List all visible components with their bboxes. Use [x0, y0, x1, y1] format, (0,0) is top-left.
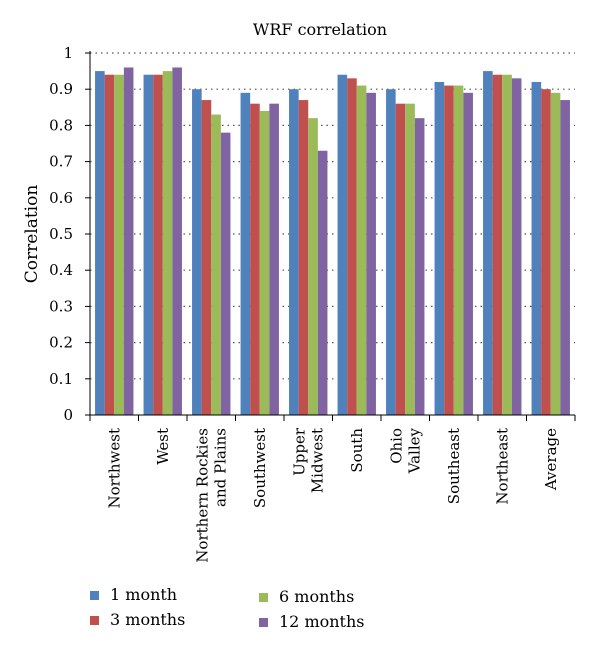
y-tick-label: 0.6 [49, 189, 73, 207]
bar [414, 118, 425, 415]
x-category-label-line: Northeast [493, 428, 511, 505]
bar [269, 103, 279, 416]
bar [483, 71, 493, 415]
y-tick-label: 0.4 [49, 261, 73, 279]
x-category-label-line: and Plains [211, 428, 229, 507]
y-tick-labels: 0 0.1 0.2 0.3 0.4 0.5 0.6 0.7 0.8 0.9 1 [49, 44, 73, 424]
x-category-label: Northeast [493, 428, 511, 505]
legend-label: 6 months [279, 587, 354, 606]
x-category-label-line: South [348, 428, 366, 473]
y-tick-label: 0.5 [49, 225, 73, 243]
x-category-label-line: Southwest [251, 428, 269, 508]
y-axis-label: Correlation [22, 185, 42, 284]
bar [220, 132, 231, 415]
y-tick-label: 1 [63, 44, 73, 62]
gridlines [90, 52, 575, 380]
bar [259, 110, 270, 416]
chart-title: WRF correlation [253, 20, 387, 39]
legend-label: 3 months [110, 610, 185, 629]
bar [308, 118, 318, 415]
x-category-label: Upper Midwest [290, 427, 326, 493]
bar [211, 114, 221, 415]
x-category-label-line: Upper [290, 427, 308, 476]
x-category-label-line: Northwest [105, 428, 123, 508]
bar [201, 100, 212, 415]
bar [502, 74, 512, 415]
bar [162, 71, 173, 415]
x-category-label: Northern Rockies and Plains [193, 428, 229, 563]
bar [541, 89, 551, 415]
bar [104, 74, 115, 415]
legend-swatch [90, 591, 99, 600]
y-tick-label: 0.3 [49, 297, 73, 315]
x-category-label-line: Valley [405, 427, 423, 474]
x-category-label: Northwest [105, 428, 123, 508]
y-tick-label: 0 [63, 406, 73, 424]
bar [531, 81, 542, 416]
bar [250, 103, 260, 416]
x-category-label-line: Ohio [387, 428, 405, 464]
bar [395, 103, 406, 416]
bar [298, 100, 309, 415]
bar [405, 103, 415, 416]
bar [337, 74, 348, 415]
x-category-label: West [154, 428, 172, 465]
bar [560, 100, 570, 415]
bar [366, 92, 376, 415]
y-tick-label: 0.7 [49, 153, 73, 171]
x-category-label: Southwest [251, 428, 269, 508]
legend-swatch [259, 618, 268, 627]
x-category-label-line: Southeast [445, 428, 463, 504]
bar [511, 78, 522, 415]
bar [153, 74, 163, 415]
x-category-label: South [348, 428, 366, 473]
bar [386, 89, 396, 415]
bar [240, 92, 251, 415]
legend-swatch [259, 593, 268, 602]
bar [550, 92, 561, 415]
bar [172, 67, 182, 415]
y-tick-label: 0.9 [49, 80, 73, 98]
legend: 1 month 3 months 6 months 12 months [90, 585, 365, 631]
x-category-label: Average [542, 428, 560, 491]
bar [453, 85, 464, 415]
bar [463, 92, 473, 415]
x-category-label-line: West [154, 428, 172, 465]
x-category-label-line: Average [542, 428, 560, 491]
bar [143, 74, 154, 415]
bar [492, 74, 503, 415]
bar [192, 89, 202, 415]
legend-item: 1 month [90, 585, 177, 604]
bar [95, 71, 105, 415]
legend-label: 1 month [110, 585, 177, 604]
legend-swatch [90, 616, 99, 625]
bar [434, 81, 445, 416]
y-tick-label: 0.1 [49, 370, 73, 388]
bar [347, 78, 357, 415]
bar [289, 89, 299, 415]
legend-label: 12 months [279, 612, 365, 631]
legend-item: 6 months [259, 587, 354, 606]
x-category-label-line: Midwest [308, 428, 326, 493]
x-category-labels: Northwest West Northern Rockies and Plains S… [105, 427, 560, 563]
bar [356, 85, 367, 415]
legend-item: 12 months [259, 612, 365, 631]
x-category-label-line: Northern Rockies [193, 428, 211, 563]
bar-series [95, 67, 570, 416]
axes [85, 51, 576, 421]
legend-item: 3 months [90, 610, 185, 629]
bar [114, 74, 124, 415]
y-tick-label: 0.8 [49, 116, 73, 134]
bar [317, 150, 328, 416]
x-category-label: Southeast [445, 428, 463, 504]
x-category-label: Ohio Valley [387, 427, 423, 474]
y-tick-label: 0.2 [49, 334, 73, 352]
bar [444, 85, 454, 415]
bar [123, 67, 134, 415]
